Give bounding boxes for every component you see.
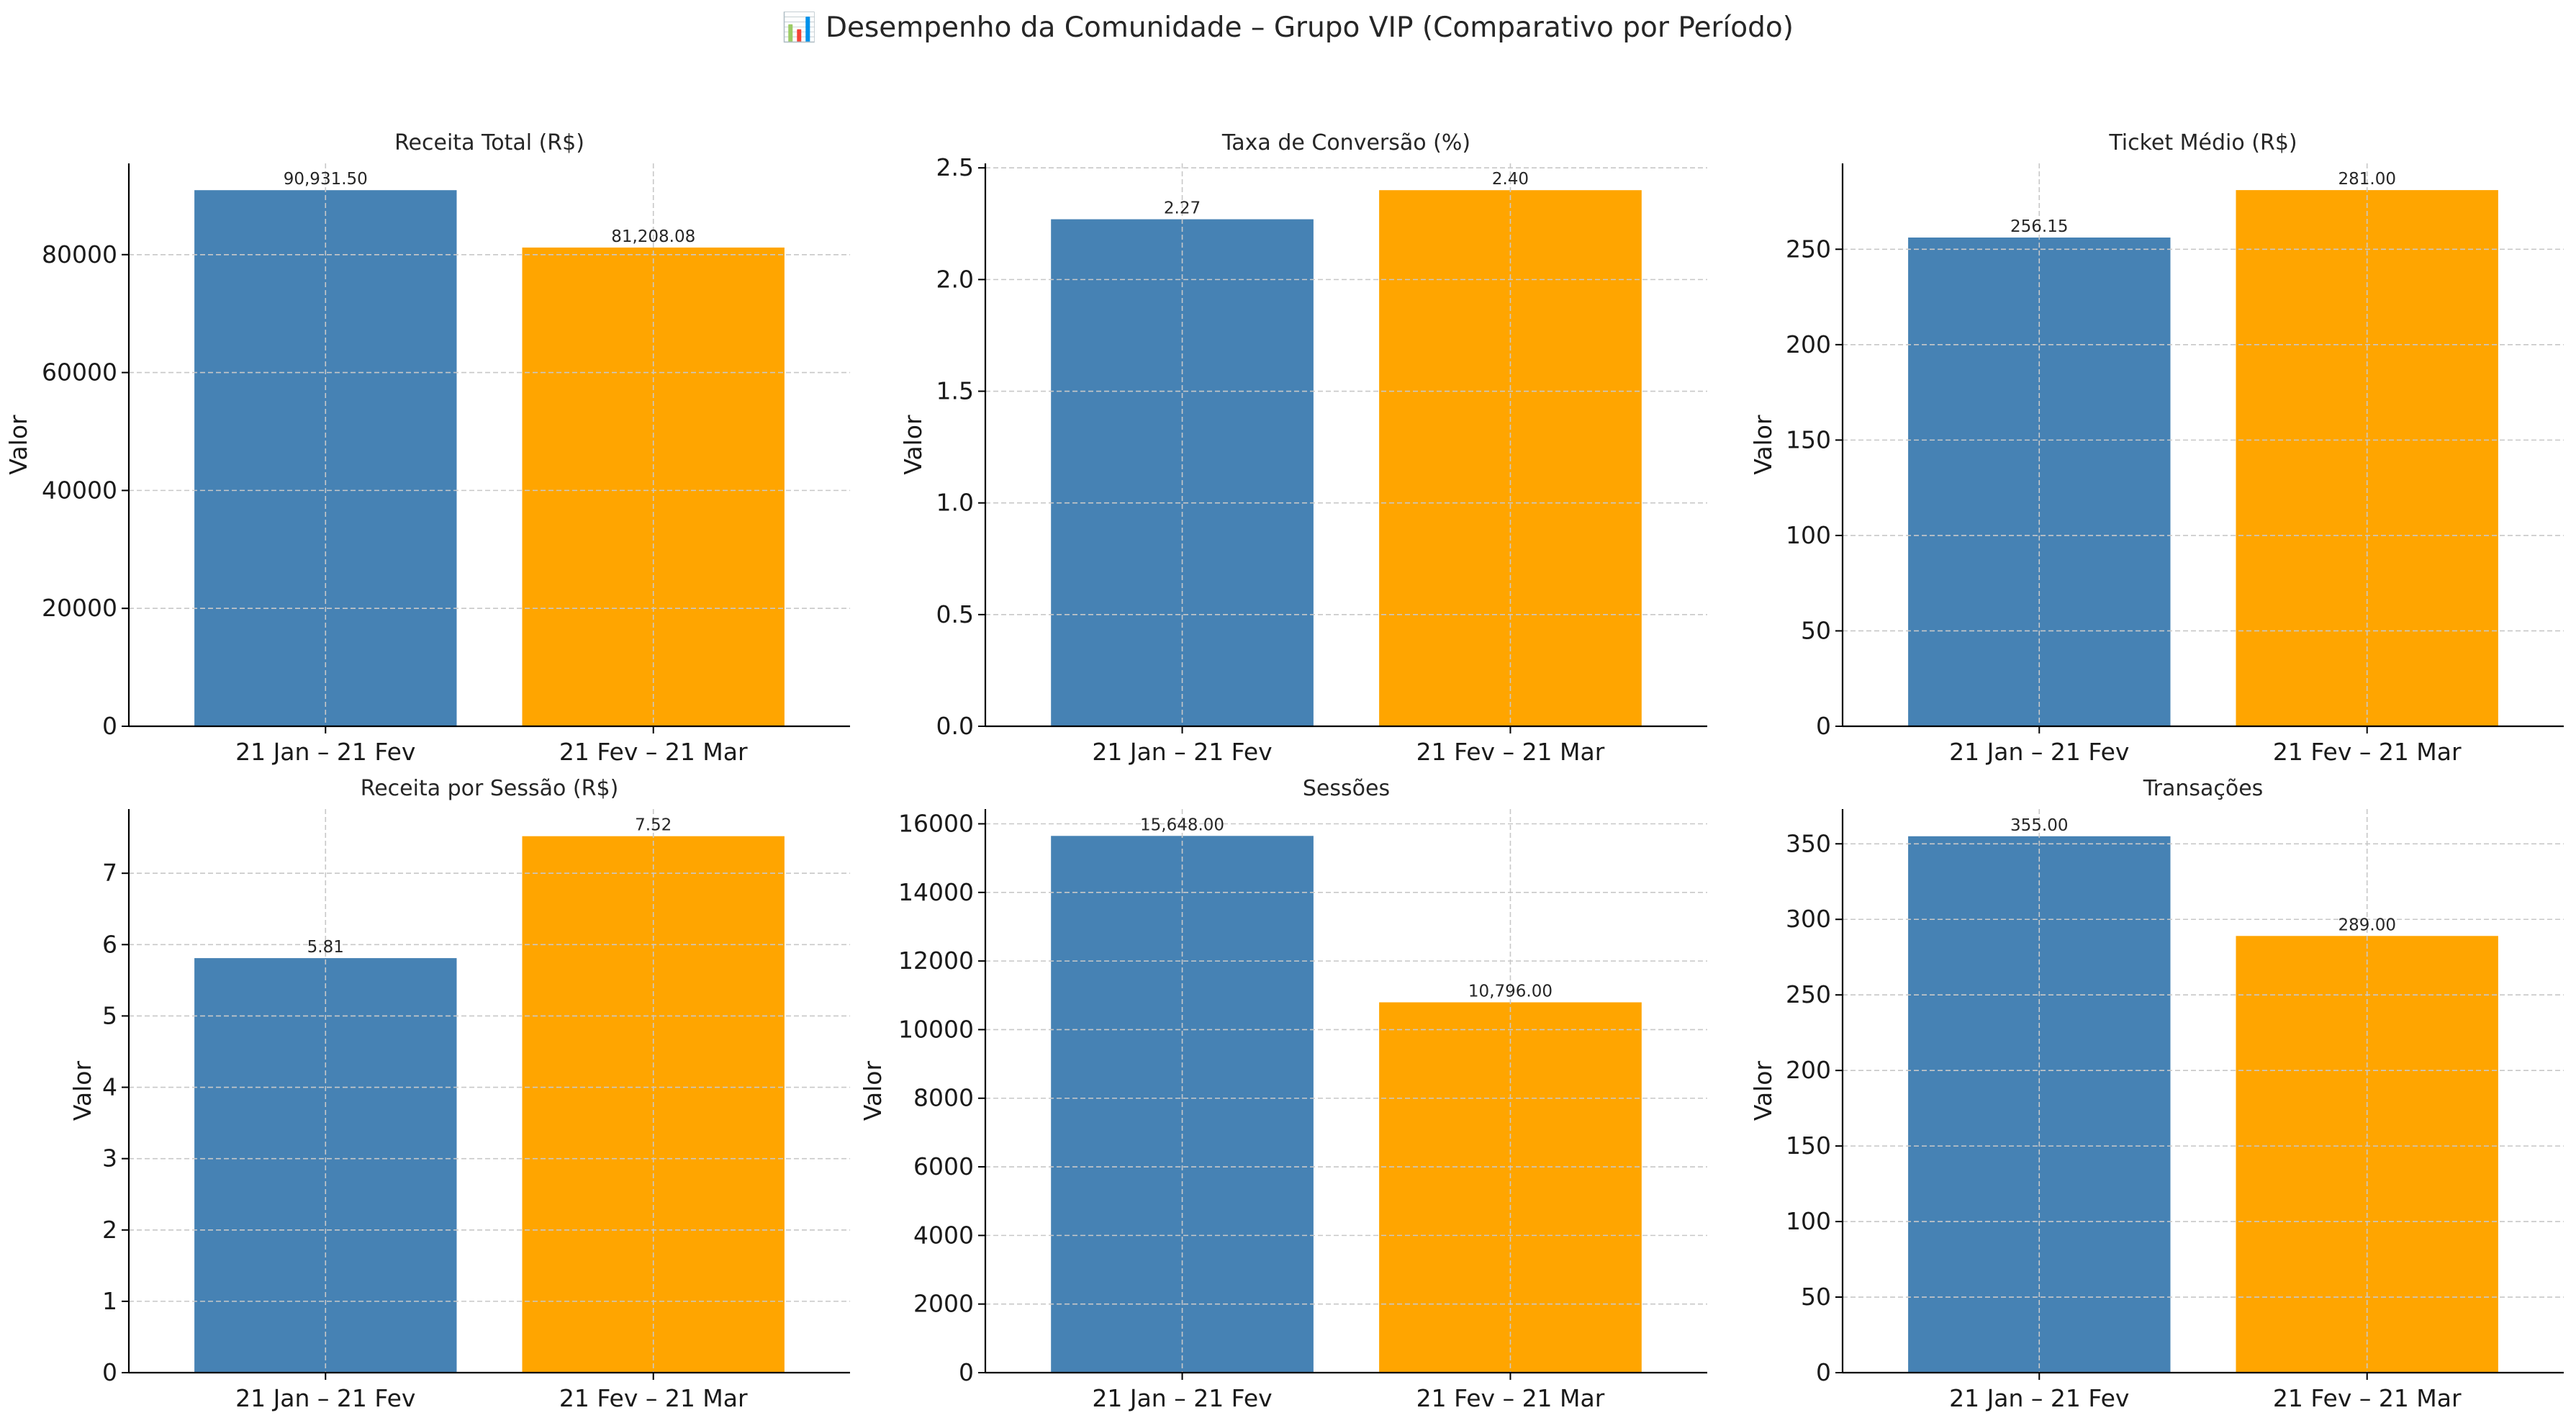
y-tick-label: 1 (102, 1287, 117, 1315)
x-category-label: 21 Fev – 21 Mar (559, 1384, 748, 1412)
y-tick-label: 40000 (42, 476, 117, 504)
chart-panel-3: 0 50 100 150 200 250 21 Jan – 21 Fev 21 Fev – 2… (1749, 130, 2564, 766)
x-category-label: 21 Fev – 21 Mar (1416, 1384, 1605, 1412)
bar-value-label: 7.52 (635, 816, 672, 835)
panel-title: Receita por Sessão (R$) (361, 776, 619, 801)
y-axis-label: Valor (68, 1060, 96, 1121)
y-tick-label: 80000 (42, 240, 117, 268)
panel-title: Transações (2143, 776, 2264, 801)
y-axis-label: Valor (4, 415, 32, 475)
y-tick-label: 200 (1786, 330, 1831, 358)
y-tick-label: 100 (1786, 521, 1831, 549)
y-tick-label: 20000 (42, 594, 117, 622)
y-tick-label: 6 (102, 930, 117, 958)
y-tick-label: 100 (1786, 1207, 1831, 1235)
x-category-label: 21 Jan – 21 Fev (1949, 1384, 2129, 1412)
y-tick-label: 200 (1786, 1056, 1831, 1084)
bar-value-label: 355.00 (2010, 816, 2068, 835)
chart-panel-6: 0 50 100 150 200 250 300 350 21 Jan – 21 Fev 21 F… (1749, 776, 2564, 1412)
x-category-label: 21 Jan – 21 Fev (235, 1384, 415, 1412)
bar-value-label: 2.27 (1164, 199, 1201, 218)
bar-value-label: 289.00 (2338, 916, 2395, 934)
y-tick-label: 0 (1816, 712, 1831, 740)
y-tick-label: 0 (102, 712, 117, 740)
bar-value-label: 256.15 (2010, 217, 2068, 236)
chart-panel-4: 0 1 2 3 4 5 6 7 21 Jan – 21 Fev 21 Fev – 21 Mar 5.… (68, 776, 850, 1412)
chart-panel-1: 0 20000 40000 60000 80000 21 Jan – 21 Fev 21 F… (4, 130, 850, 766)
y-tick-label: 5 (102, 1001, 117, 1029)
y-axis-label: Valor (1749, 1060, 1777, 1121)
chart-panel-5: 0 2000 4000 6000 8000 10000 12000 14000 16000 21 … (859, 776, 1707, 1412)
y-tick-label: 16000 (898, 809, 974, 837)
y-tick-label: 7 (102, 859, 117, 887)
y-tick-label: 60000 (42, 358, 117, 387)
x-category-label: 21 Jan – 21 Fev (1949, 738, 2129, 766)
panel-title: Receita Total (R$) (394, 130, 584, 155)
panel-title: Taxa de Conversão (%) (1221, 130, 1470, 155)
y-tick-label: 1.0 (936, 489, 974, 517)
panel-title: Ticket Médio (R$) (2108, 130, 2297, 155)
x-category-label: 21 Jan – 21 Fev (1092, 1384, 1272, 1412)
y-tick-label: 4000 (913, 1221, 974, 1249)
y-tick-label: 150 (1786, 425, 1831, 453)
y-tick-label: 12000 (898, 947, 974, 975)
y-tick-label: 14000 (898, 878, 974, 906)
x-category-label: 21 Fev – 21 Mar (2273, 738, 2462, 766)
bar-value-label: 81,208.08 (611, 227, 695, 246)
y-tick-label: 0.5 (936, 600, 974, 628)
y-tick-label: 0.0 (936, 712, 974, 740)
x-category-label: 21 Fev – 21 Mar (1416, 738, 1605, 766)
y-tick-label: 2 (102, 1216, 117, 1244)
bar-value-label: 10,796.00 (1468, 982, 1553, 1001)
bar-value-label: 15,648.00 (1140, 816, 1224, 834)
y-tick-label: 2.5 (936, 153, 974, 181)
y-tick-label: 10000 (898, 1015, 974, 1043)
y-tick-label: 2.0 (936, 265, 974, 293)
y-tick-label: 150 (1786, 1132, 1831, 1160)
x-category-label: 21 Fev – 21 Mar (2273, 1384, 2462, 1412)
bar-value-label: 2.40 (1492, 170, 1529, 189)
y-axis-label: Valor (899, 415, 927, 475)
chart-panel-2: 0.0 0.5 1.0 1.5 2.0 2.5 21 Jan – 21 Fev 21 Fev … (899, 130, 1707, 766)
y-tick-label: 50 (1801, 1283, 1831, 1311)
x-category-label: 21 Fev – 21 Mar (559, 738, 748, 766)
y-tick-label: 350 (1786, 829, 1831, 857)
y-tick-label: 250 (1786, 980, 1831, 1008)
y-tick-label: 1.5 (936, 377, 974, 405)
y-tick-label: 0 (102, 1358, 117, 1386)
y-tick-label: 300 (1786, 905, 1831, 933)
panel-title: Sessões (1303, 776, 1390, 801)
bar-value-label: 281.00 (2338, 170, 2395, 189)
y-tick-label: 4 (102, 1073, 117, 1101)
figure-suptitle: 📊 Desempenho da Comunidade – Grupo VIP (… (782, 11, 1794, 44)
bar-value-label: 90,931.50 (284, 170, 368, 189)
y-tick-label: 50 (1801, 616, 1831, 644)
y-axis-label: Valor (1749, 415, 1777, 475)
x-category-label: 21 Jan – 21 Fev (235, 738, 415, 766)
x-category-label: 21 Jan – 21 Fev (1092, 738, 1272, 766)
y-tick-label: 3 (102, 1144, 117, 1173)
bar-value-label: 5.81 (307, 938, 344, 957)
y-tick-label: 0 (959, 1358, 974, 1386)
y-axis-label: Valor (859, 1060, 887, 1121)
y-tick-label: 8000 (913, 1084, 974, 1112)
y-tick-label: 250 (1786, 235, 1831, 263)
y-tick-label: 6000 (913, 1152, 974, 1180)
y-tick-label: 2000 (913, 1290, 974, 1318)
y-tick-label: 0 (1816, 1358, 1831, 1386)
